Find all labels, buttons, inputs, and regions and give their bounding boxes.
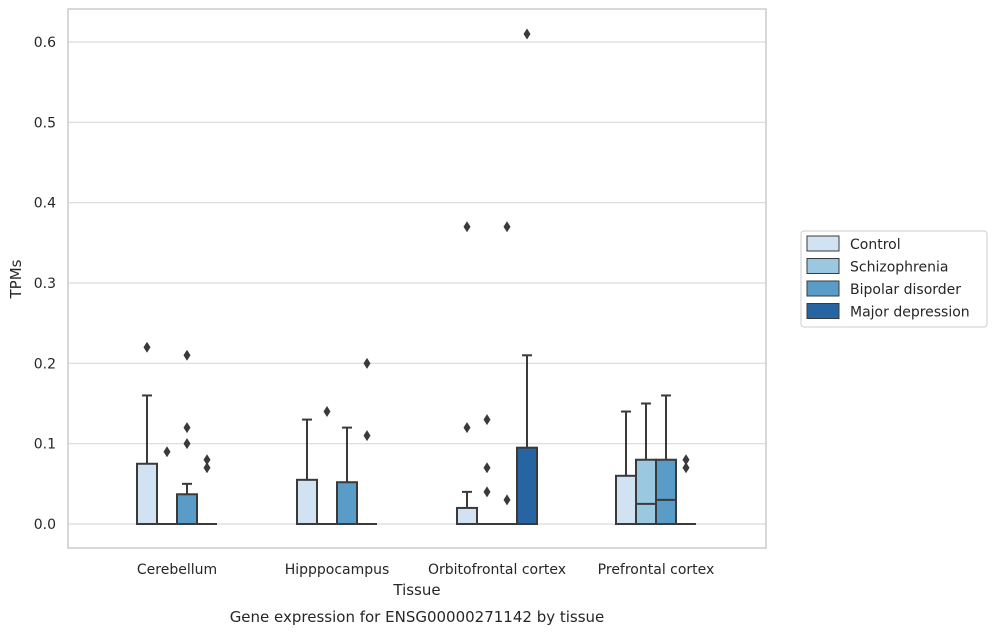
box-major-depression — [357, 357, 377, 525]
plot-frame — [67, 8, 767, 549]
y-tick-label: 0.5 — [34, 115, 56, 131]
box-body — [176, 493, 198, 526]
outlier-point — [143, 341, 151, 353]
x-tick-labels: Cerebellum Hipppocampus Orbitofrontal cort… — [137, 562, 714, 578]
y-tick-label: 0.4 — [34, 196, 56, 212]
box-control — [296, 418, 318, 526]
x-tick-label: Orbitofrontal cortex — [428, 562, 566, 578]
outlier-point — [483, 462, 491, 474]
legend-swatch — [806, 258, 840, 274]
outlier-point — [363, 430, 371, 442]
legend-swatch — [806, 303, 840, 319]
box-major-depression — [676, 454, 696, 525]
y-tick-label: 0.6 — [34, 35, 56, 51]
box-major-depression — [197, 454, 217, 525]
chart-caption: Gene expression for ENSG00000271142 by t… — [230, 608, 605, 626]
box-body — [296, 478, 318, 526]
outlier-point — [183, 422, 191, 434]
box-bipolar-disorder — [497, 221, 517, 525]
legend-label: Bipolar disorder — [850, 282, 961, 298]
box-body — [655, 458, 677, 526]
box-major-depression — [516, 28, 538, 525]
outlier-point — [323, 406, 331, 418]
box-body — [635, 458, 657, 526]
grid-lines — [68, 41, 766, 525]
box-bipolar-disorder — [336, 426, 358, 525]
outlier-point — [523, 28, 531, 40]
outlier-point — [483, 486, 491, 498]
outlier-point — [203, 462, 211, 474]
y-tick-label: 0.3 — [34, 276, 56, 292]
outlier-point — [183, 349, 191, 361]
outlier-point — [483, 414, 491, 426]
legend-frame — [800, 230, 988, 328]
outlier-point — [682, 462, 690, 474]
outlier-point — [463, 422, 471, 434]
box-bipolar-disorder — [176, 349, 198, 526]
box-bipolar-disorder — [655, 394, 677, 526]
legend-label: Major depression — [850, 305, 970, 321]
box-control — [136, 341, 158, 525]
box-schizophrenia — [317, 406, 337, 525]
x-tick-label: Prefrontal cortex — [598, 562, 715, 578]
x-axis-label: Tissue — [392, 581, 440, 599]
legend-swatch — [806, 235, 840, 252]
legend: Control Schizophrenia Bipolar disorder Majo… — [800, 230, 988, 328]
y-tick-label: 0.1 — [34, 437, 56, 453]
box-body — [516, 446, 538, 525]
outlier-point — [503, 221, 511, 233]
y-axis-label: TPMs — [7, 259, 25, 299]
outlier-point — [363, 357, 371, 369]
box-body — [136, 462, 158, 525]
outlier-point — [682, 454, 690, 466]
box-schizophrenia — [477, 414, 497, 525]
outlier-point — [203, 454, 211, 466]
box-body — [336, 481, 358, 525]
x-tick-label: Cerebellum — [137, 562, 217, 578]
box-schizophrenia — [157, 446, 177, 525]
x-tick-label: Hipppocampus — [285, 562, 390, 578]
box-control — [456, 221, 478, 525]
legend-items: Control Schizophrenia Bipolar disorder Majo… — [806, 235, 970, 321]
y-tick-label: 0.2 — [34, 356, 56, 372]
outlier-point — [463, 221, 471, 233]
legend-label: Control — [850, 237, 901, 253]
box-control — [615, 410, 637, 525]
box-body — [456, 506, 478, 525]
outlier-point — [163, 446, 171, 458]
y-tick-labels: 0.0 0.1 0.2 0.3 0.4 0.5 0.6 — [34, 35, 56, 533]
legend-swatch — [806, 280, 840, 297]
box-body — [615, 474, 637, 525]
box-schizophrenia — [635, 402, 657, 526]
outlier-point — [183, 438, 191, 450]
y-tick-label: 0.0 — [34, 517, 56, 533]
outlier-point — [503, 494, 511, 506]
legend-label: Schizophrenia — [850, 260, 948, 276]
boxes — [136, 28, 696, 526]
